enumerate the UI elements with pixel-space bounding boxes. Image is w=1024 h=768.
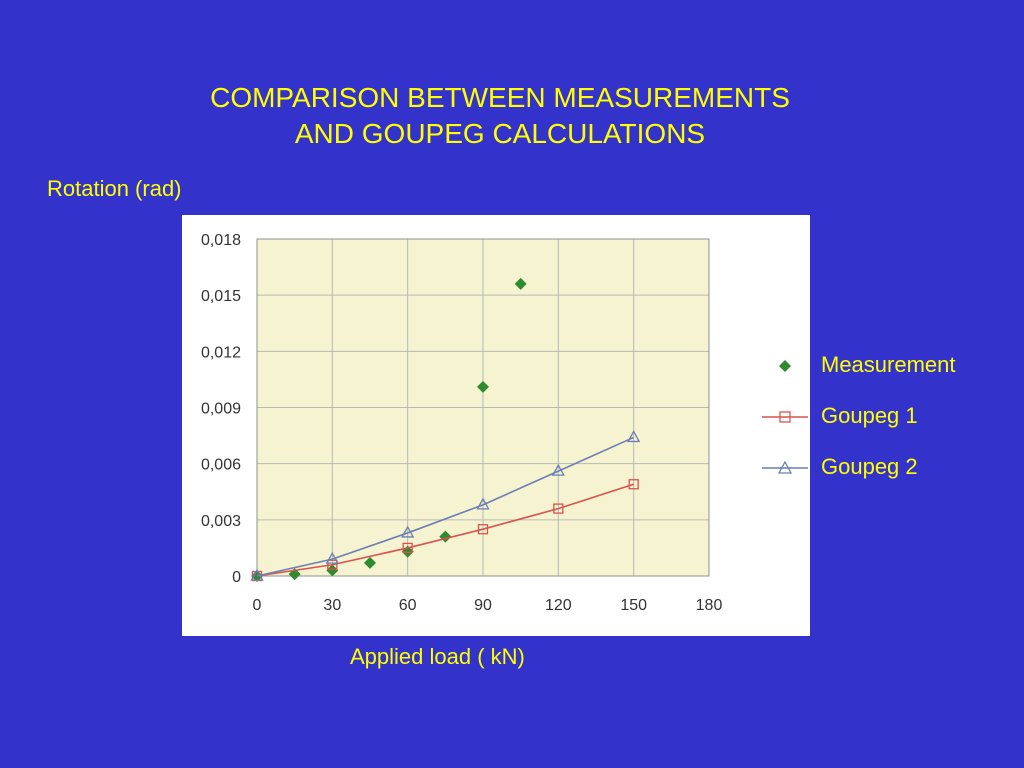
series-line-goupeg-2: [256, 436, 634, 577]
x-tick-label: 120: [545, 597, 572, 614]
legend-marker-measurement: [779, 360, 791, 372]
data-point-goupeg-1: [477, 524, 489, 535]
data-point-goupeg-1: [327, 559, 338, 570]
data-point-measurement: [514, 277, 527, 290]
slide-title: COMPARISON BETWEEN MEASUREMENTS AND GOUP…: [100, 80, 900, 152]
legend-item-goupeg-1: Goupeg 1: [760, 401, 1010, 452]
x-tick-label: 60: [399, 597, 417, 614]
x-tick-label: 30: [323, 597, 341, 614]
legend-item-measurement: Measurement: [760, 350, 1010, 401]
y-tick-label: 0,009: [201, 401, 241, 418]
slide-title-line2: AND GOUPEG CALCULATIONS: [294, 118, 706, 149]
x-tick-label: 90: [474, 597, 492, 614]
y-tick-label: 0: [232, 569, 241, 586]
data-point-goupeg-1: [628, 479, 639, 490]
legend-label-measurement: Measurement: [821, 352, 956, 377]
legend-marker-goupeg-1: [762, 411, 808, 423]
data-point-measurement: [364, 556, 376, 569]
chart-container: 0 30 60 90 120 150 180 0 0,003 0,006 0,009 0,012 0,0…: [182, 215, 810, 636]
data-point-goupeg-2: [551, 463, 565, 476]
y-tick-label: 0,015: [201, 288, 241, 305]
legend-marker-goupeg-2: [762, 460, 808, 474]
x-tick-label: 180: [696, 597, 723, 614]
slide-title-line1: COMPARISON BETWEEN MEASUREMENTS: [210, 82, 790, 113]
data-point-goupeg-1: [402, 542, 413, 554]
legend-label-goupeg-1: Goupeg 1: [821, 403, 918, 428]
data-point-goupeg-2: [627, 430, 641, 443]
data-point-goupeg-2: [325, 551, 339, 564]
y-tick-label: 0,006: [201, 457, 241, 474]
x-tick-label: 0: [253, 597, 262, 614]
chart-svg: 0 30 60 90 120 150 180 0 0,003 0,006 0,009 0,012 0,0…: [201, 232, 723, 614]
data-point-measurement: [326, 564, 339, 577]
y-tick-label: 0,012: [201, 344, 241, 361]
data-point-measurement: [439, 530, 452, 543]
series-line-goupeg-1: [256, 483, 634, 577]
y-tick-label: 0,003: [201, 513, 241, 530]
legend: Measurement Goupeg 1 Goupeg 2: [760, 350, 1010, 503]
data-point-goupeg-2: [250, 568, 264, 581]
data-point-goupeg-2: [401, 525, 415, 538]
x-tick-label: 150: [620, 597, 647, 614]
data-point-measurement: [477, 380, 489, 393]
y-tick-label: 0,018: [201, 232, 241, 249]
x-axis-label: Applied load ( kN): [350, 644, 525, 669]
legend-item-goupeg-2: Goupeg 2: [760, 452, 1010, 503]
y-axis-label: Rotation (rad): [47, 176, 182, 201]
legend-label-goupeg-2: Goupeg 2: [821, 454, 918, 479]
plot-border: [256, 238, 710, 577]
data-point-goupeg-1: [553, 503, 564, 514]
data-point-goupeg-2: [476, 497, 490, 510]
